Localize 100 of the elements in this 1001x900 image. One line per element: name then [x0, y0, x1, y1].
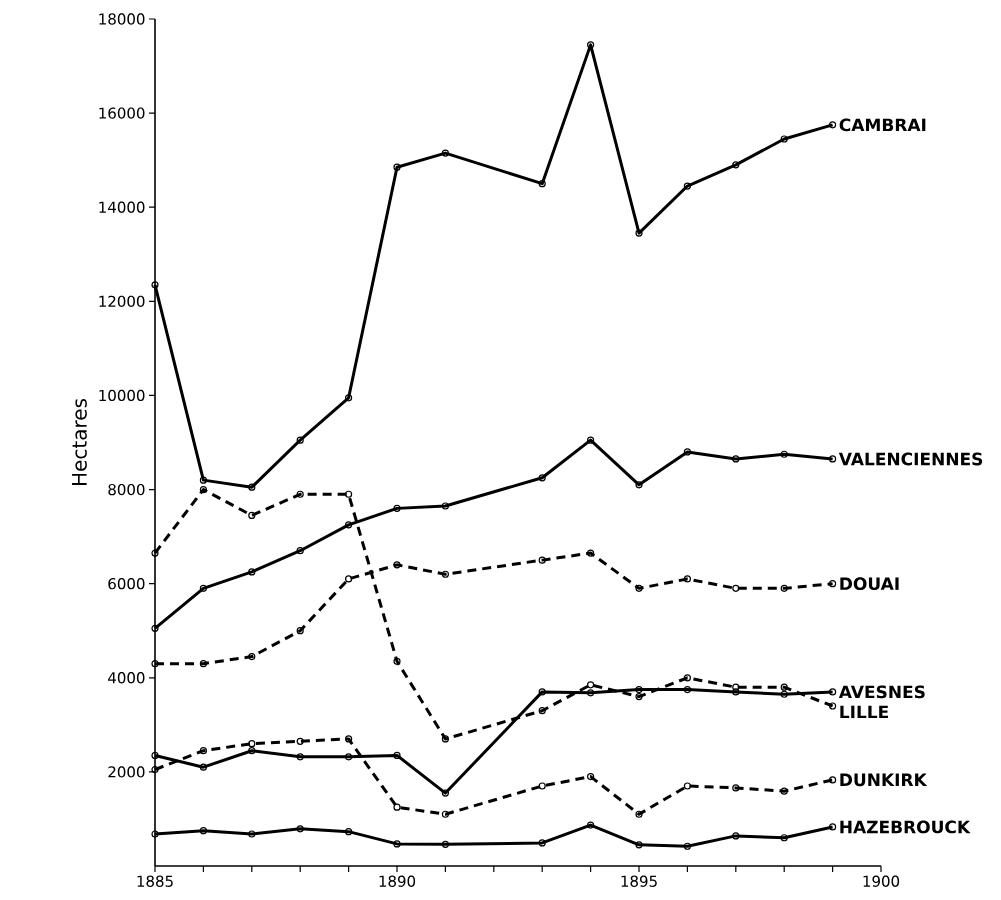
point: [780, 834, 788, 842]
point: [829, 702, 837, 710]
point: [441, 789, 450, 797]
point: [441, 735, 450, 743]
point: [683, 685, 692, 694]
point: [635, 841, 643, 849]
point: [538, 707, 546, 715]
point: [199, 747, 207, 755]
point: [248, 830, 256, 838]
point: [587, 436, 595, 444]
point: [296, 490, 304, 498]
y-tick-label: 2000: [108, 766, 145, 778]
point: [683, 674, 692, 682]
point: [732, 584, 740, 592]
point: [635, 229, 643, 237]
point: [248, 483, 256, 491]
point: [296, 737, 304, 745]
series-label: VALENCIENNES: [838, 452, 983, 466]
point: [199, 485, 207, 494]
x-tick-label: 1900: [863, 875, 900, 887]
point: [441, 810, 450, 818]
series-label: LILLE: [840, 705, 888, 719]
point: [296, 436, 304, 444]
y-tick-label: 6000: [108, 577, 145, 590]
point: [296, 547, 304, 555]
point: [732, 688, 740, 696]
point: [780, 683, 788, 691]
point: [587, 681, 595, 689]
point: [199, 476, 207, 484]
series-label: DUNKIRK: [840, 773, 928, 787]
point: [732, 161, 740, 169]
point: [296, 627, 304, 635]
series-label: AVESNES: [838, 685, 925, 699]
point: [732, 784, 740, 792]
point: [248, 511, 256, 520]
point: [683, 182, 692, 190]
point: [248, 653, 256, 661]
point: [151, 624, 159, 632]
point: [441, 570, 450, 578]
point: [538, 180, 546, 188]
point: [345, 828, 353, 836]
point: [780, 787, 788, 795]
point: [587, 41, 595, 49]
point: [538, 688, 546, 696]
point: [635, 584, 643, 592]
point: [393, 803, 401, 811]
point: [829, 121, 837, 129]
point: [345, 735, 353, 743]
point: [635, 693, 643, 701]
point: [345, 753, 353, 761]
point: [780, 135, 788, 143]
y-tick-label: 18000: [99, 13, 145, 25]
series-label: CAMBRAI: [839, 118, 926, 132]
point: [151, 549, 159, 557]
y-tick-label: 16000: [99, 107, 145, 119]
point: [393, 840, 401, 848]
point: [732, 683, 740, 691]
point: [587, 772, 595, 781]
point: [587, 689, 595, 697]
point: [538, 556, 546, 564]
point: [683, 448, 692, 456]
point: [635, 685, 643, 694]
point: [296, 825, 304, 833]
point: [780, 450, 788, 458]
point: [538, 782, 546, 790]
point: [151, 660, 159, 668]
point: [441, 840, 450, 848]
point: [151, 765, 159, 774]
point: [683, 842, 692, 850]
y-tick-label: 8000: [108, 483, 145, 496]
point: [732, 455, 740, 463]
x-tick-label: 1885: [137, 875, 173, 887]
series-label: HAZEBROUCK: [840, 820, 971, 834]
point: [248, 740, 256, 748]
y-axis-title: Hectares: [72, 398, 87, 486]
point: [829, 823, 837, 831]
point: [296, 753, 304, 761]
point: [151, 751, 159, 760]
point: [345, 521, 353, 529]
point: [635, 810, 643, 818]
point: [780, 584, 788, 592]
point: [199, 584, 207, 592]
point: [248, 747, 256, 755]
point: [151, 830, 159, 838]
point: [393, 751, 401, 760]
point: [829, 580, 837, 588]
y-tick-label: 10000: [99, 389, 145, 402]
x-tick-label: 1895: [621, 875, 657, 887]
point: [393, 504, 401, 512]
point: [587, 821, 595, 829]
point: [635, 481, 643, 489]
x-tick-label: 1890: [379, 875, 416, 887]
point: [393, 657, 401, 665]
y-tick-label: 12000: [99, 295, 145, 308]
point: [587, 549, 595, 557]
point: [345, 394, 353, 402]
point: [441, 149, 450, 157]
point: [683, 575, 692, 583]
point: [441, 502, 450, 510]
y-tick-label: 14000: [99, 201, 145, 213]
